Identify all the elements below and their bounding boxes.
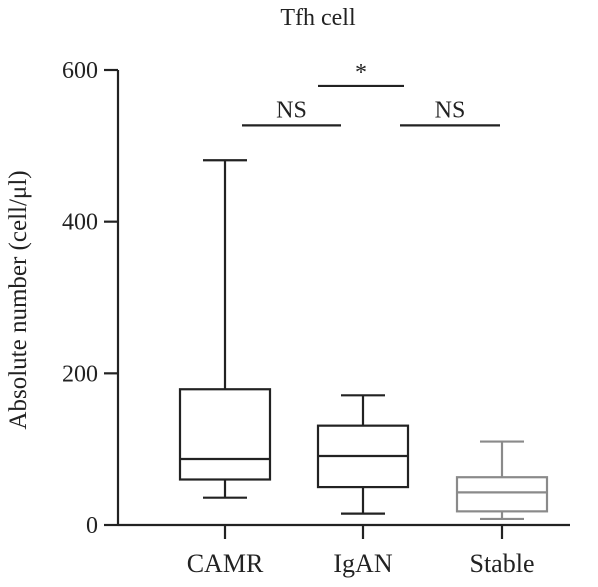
significance-label: NS [435, 97, 466, 123]
y-axis: 0 200 400 600 [62, 58, 120, 539]
iqr-box [455, 476, 549, 513]
significance-label: NS [276, 97, 307, 123]
box-stable [455, 440, 549, 521]
y-tick-label: 0 [86, 513, 98, 539]
significance-annotations: NS * NS [242, 60, 500, 127]
x-tick-label: Stable [470, 549, 535, 578]
y-tick-label: 200 [62, 361, 98, 387]
significance-annotation: NS [400, 97, 500, 127]
boxes [178, 159, 549, 521]
x-tick-label: CAMR [187, 549, 264, 578]
y-tick-label: 400 [62, 210, 98, 236]
significance-annotation: NS [242, 97, 341, 127]
x-tick-label: IgAN [333, 549, 392, 578]
y-tick-label: 600 [62, 58, 98, 84]
chart-title: Tfh cell [280, 5, 356, 31]
box-camr [178, 159, 272, 499]
y-axis-label: Absolute number (cell/μl) [5, 170, 32, 429]
x-axis: CAMR IgAN Stable [118, 523, 570, 578]
significance-label: * [355, 60, 367, 86]
iqr-box [178, 388, 272, 481]
box-igan [316, 394, 410, 515]
significance-annotation: * [318, 60, 404, 88]
